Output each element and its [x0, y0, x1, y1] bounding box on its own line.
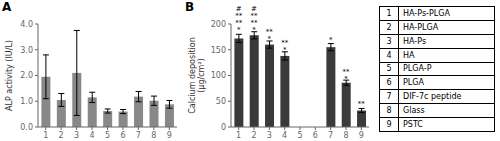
- svg-text:6: 6: [120, 131, 125, 140]
- svg-text:4: 4: [282, 131, 287, 140]
- svg-text:*: *: [237, 26, 241, 34]
- svg-text:ALP activity (IU/L): ALP activity (IU/L): [8, 40, 14, 111]
- svg-text:5: 5: [297, 131, 302, 140]
- svg-text:(μg/cm²): (μg/cm²): [197, 58, 206, 93]
- svg-text:1: 1: [43, 131, 48, 140]
- svg-text:6: 6: [313, 131, 318, 140]
- html-text:1: 1: [386, 8, 392, 18]
- html-text:3: 3: [386, 36, 392, 46]
- svg-text:200: 200: [211, 20, 226, 29]
- html-text:9: 9: [386, 120, 392, 129]
- html-text:8: 8: [386, 106, 392, 116]
- svg-text:0.0: 0.0: [20, 123, 33, 132]
- svg-text:4: 4: [90, 131, 95, 140]
- html-text:PLGA-P: PLGA-P: [403, 64, 432, 74]
- svg-text:9: 9: [359, 131, 364, 140]
- html-text:4: 4: [386, 50, 392, 60]
- svg-text:7: 7: [136, 131, 141, 140]
- html-text:PSTC: PSTC: [403, 120, 423, 129]
- html-text:2: 2: [386, 22, 392, 32]
- html-text:PLGA: PLGA: [403, 78, 424, 88]
- svg-text:1: 1: [236, 131, 241, 140]
- svg-text:2: 2: [251, 131, 256, 140]
- svg-text:Calcium deposition: Calcium deposition: [188, 37, 197, 113]
- svg-text:0: 0: [221, 123, 226, 132]
- svg-text:*: *: [344, 75, 348, 83]
- svg-text:**: **: [358, 100, 366, 108]
- svg-text:2.0: 2.0: [20, 71, 33, 80]
- html-text:HA: HA: [403, 50, 415, 60]
- html-text:HA-Ps: HA-Ps: [403, 36, 427, 46]
- svg-text:*: *: [252, 26, 256, 34]
- svg-text:100: 100: [211, 71, 226, 80]
- html-text:Glass: Glass: [403, 106, 425, 116]
- svg-text:9: 9: [167, 131, 172, 140]
- svg-text:2: 2: [59, 131, 64, 140]
- html-text:5: 5: [386, 64, 392, 74]
- svg-text:50: 50: [216, 97, 226, 106]
- html-text:B: B: [185, 0, 195, 14]
- svg-text:3.0: 3.0: [20, 46, 33, 55]
- html-text:7: 7: [386, 92, 392, 102]
- svg-text:4.0: 4.0: [20, 20, 33, 29]
- html-text:HA-Ps-PLGA: HA-Ps-PLGA: [403, 8, 450, 18]
- svg-text:150: 150: [211, 46, 226, 55]
- svg-text:3: 3: [267, 131, 272, 140]
- html-text:6: 6: [386, 78, 392, 88]
- svg-text:8: 8: [343, 131, 348, 140]
- html-text:HA-PLGA: HA-PLGA: [403, 22, 439, 32]
- html-text:A: A: [2, 0, 12, 14]
- svg-text:*: *: [268, 35, 272, 43]
- svg-text:8: 8: [151, 131, 156, 140]
- svg-text:*: *: [329, 36, 333, 44]
- svg-text:3: 3: [74, 131, 79, 140]
- html-text:DIF-7c peptide: DIF-7c peptide: [403, 92, 462, 102]
- svg-text:5: 5: [105, 131, 110, 140]
- svg-text:7: 7: [328, 131, 333, 140]
- svg-text:*: *: [283, 46, 287, 54]
- svg-text:1.0: 1.0: [20, 97, 33, 106]
